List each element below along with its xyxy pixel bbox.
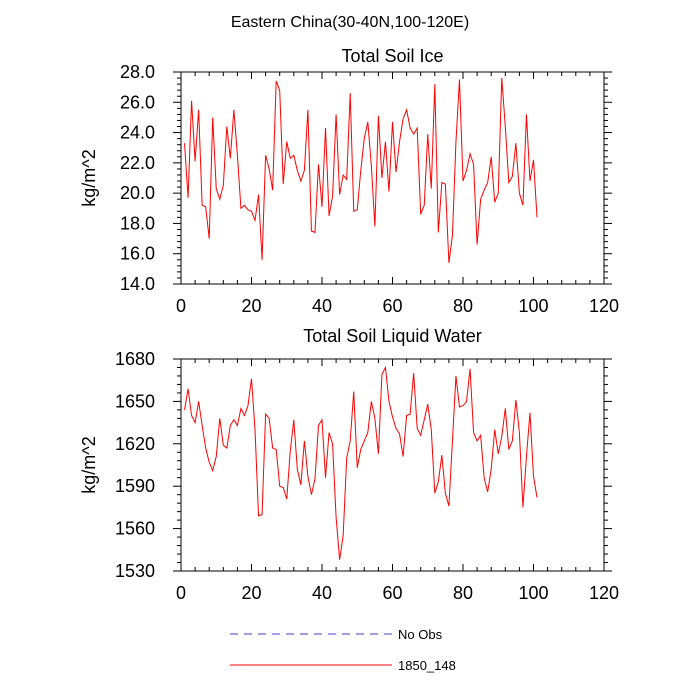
plot-frame — [180, 71, 605, 285]
panel-title: Total Soil Ice — [341, 46, 443, 66]
x-tick-label: 40 — [312, 296, 332, 316]
x-tick-label: 20 — [241, 583, 261, 603]
y-tick-label: 22.0 — [120, 153, 155, 173]
y-tick-label: 26.0 — [120, 92, 155, 112]
y-tick-label: 1530 — [115, 561, 155, 581]
x-tick-label: 80 — [453, 583, 473, 603]
figure-title: Eastern China(30-40N,100-120E) — [231, 14, 469, 31]
x-tick-label: 100 — [518, 583, 548, 603]
y-tick-label: 18.0 — [120, 213, 155, 233]
y-tick-label: 16.0 — [120, 244, 155, 264]
x-tick-label: 60 — [382, 583, 402, 603]
legend-label-1850-148: 1850_148 — [398, 658, 456, 673]
panel-total-soil-ice: Total Soil Ice 0 20 40 60 80 100 120 14.0 16.0 18.… — [79, 46, 619, 316]
y-tick-label: 1620 — [115, 434, 155, 454]
y-axis-label: kg/m^2 — [79, 436, 99, 493]
x-tick-label: 20 — [241, 296, 261, 316]
x-tick-label: 100 — [518, 296, 548, 316]
y-tick-label: 1650 — [115, 391, 155, 411]
legend-item-1850-148: 1850_148 — [230, 658, 456, 673]
x-tick-label: 40 — [312, 583, 332, 603]
y-tick-label: 1560 — [115, 519, 155, 539]
y-tick-label: 24.0 — [120, 123, 155, 143]
x-tick-label: 0 — [176, 296, 186, 316]
legend-item-no-obs: No Obs — [230, 627, 443, 642]
y-tick-label: 1590 — [115, 476, 155, 496]
panel-total-soil-liquid-water: Total Soil Liquid Water 0 20 40 60 80 100 120 15… — [79, 326, 619, 603]
y-axis-label: kg/m^2 — [79, 149, 99, 206]
panel-title: Total Soil Liquid Water — [303, 326, 481, 346]
series-line-1850_148 — [184, 365, 538, 560]
legend-label-no-obs: No Obs — [398, 627, 443, 642]
x-tick-label: 80 — [453, 296, 473, 316]
y-tick-label: 14.0 — [120, 274, 155, 294]
x-tick-label: 120 — [589, 583, 619, 603]
x-tick-label: 60 — [382, 296, 402, 316]
plot-frame — [180, 358, 605, 572]
series-line-1850_148 — [184, 78, 538, 263]
x-tick-label: 0 — [176, 583, 186, 603]
legend: No Obs 1850_148 — [230, 627, 456, 673]
y-tick-label: 28.0 — [120, 62, 155, 82]
x-tick-label: 120 — [589, 296, 619, 316]
y-tick-label: 1680 — [115, 349, 155, 369]
y-tick-label: 20.0 — [120, 183, 155, 203]
